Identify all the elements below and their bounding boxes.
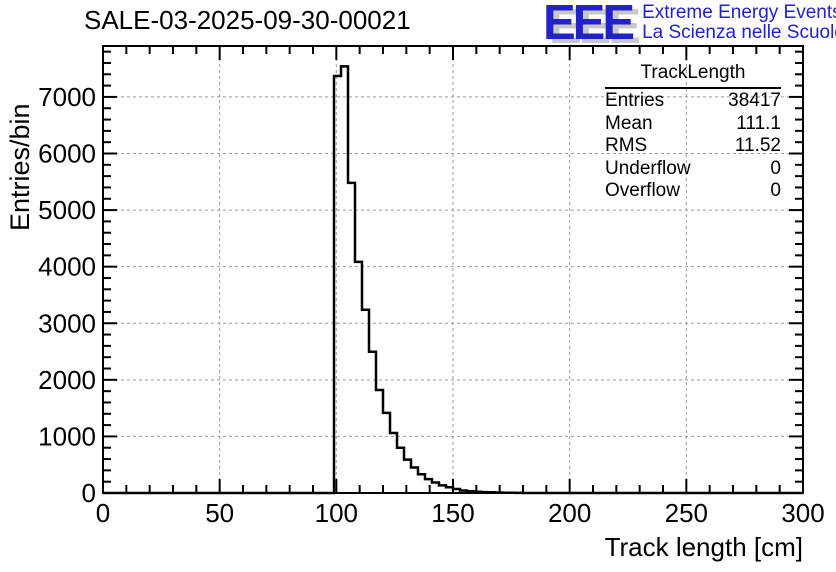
eee-logo-text: Extreme Energy Events La Scienza nelle S… [642, 3, 836, 43]
stats-row-overflow: Overflow 0 [605, 180, 781, 203]
grid-lines [103, 46, 803, 493]
x-axis-title: Track length [cm] [604, 532, 803, 562]
x-tick-label: 150 [431, 498, 474, 528]
y-tick-label: 4000 [38, 252, 96, 282]
stats-label: Overflow [605, 180, 680, 202]
y-tick-label: 2000 [38, 365, 96, 395]
plot-title: SALE-03-2025-09-30-00021 [84, 5, 411, 35]
y-tick-label: 1000 [38, 421, 96, 451]
y-tick-label: 0 [82, 478, 96, 508]
y-axis-tick-labels: 0 1000 2000 3000 4000 5000 6000 7000 [38, 82, 96, 508]
x-tick-label: 50 [205, 498, 234, 528]
stats-label: Mean [605, 112, 653, 134]
stats-box-title: TrackLength [605, 61, 781, 89]
y-tick-label: 3000 [38, 308, 96, 338]
stats-value: 38417 [728, 90, 781, 111]
stats-row-underflow: Underflow 0 [605, 158, 781, 181]
stats-label: Entries [605, 90, 665, 111]
x-tick-label: 200 [548, 498, 591, 528]
eee-logo: EEE Extreme Energy Events La Scienza nel… [543, 0, 836, 50]
y-tick-label: 5000 [38, 195, 96, 225]
x-tick-label: 250 [665, 498, 708, 528]
y-tick-label: 7000 [38, 82, 96, 112]
eee-logo-acronym: EEE [543, 0, 635, 50]
stats-box: TrackLength Entries 38417 Mean 111.1 RMS… [605, 61, 781, 203]
eee-logo-line2: La Scienza nelle Scuole [642, 22, 836, 43]
stats-label: Underflow [605, 157, 691, 179]
x-tick-label: 0 [96, 498, 110, 528]
stats-value: 111.1 [736, 112, 781, 134]
stats-value: 0 [770, 180, 781, 202]
y-axis-title: Entries/bin [5, 103, 35, 231]
stats-row-rms: RMS 11.52 [605, 135, 781, 158]
axis-ticks [102, 46, 804, 494]
stats-label: RMS [605, 135, 648, 157]
stats-value: 0 [770, 157, 781, 179]
x-tick-label: 100 [315, 498, 358, 528]
stats-value: 11.52 [734, 135, 781, 157]
stats-row-entries: Entries 38417 [605, 90, 781, 113]
y-tick-label: 6000 [38, 139, 96, 169]
x-axis-tick-labels: 0 50 100 150 200 250 300 [96, 498, 825, 528]
x-tick-label: 300 [781, 498, 824, 528]
stats-row-mean: Mean 111.1 [605, 113, 781, 136]
eee-logo-line1: Extreme Energy Events [642, 2, 836, 23]
